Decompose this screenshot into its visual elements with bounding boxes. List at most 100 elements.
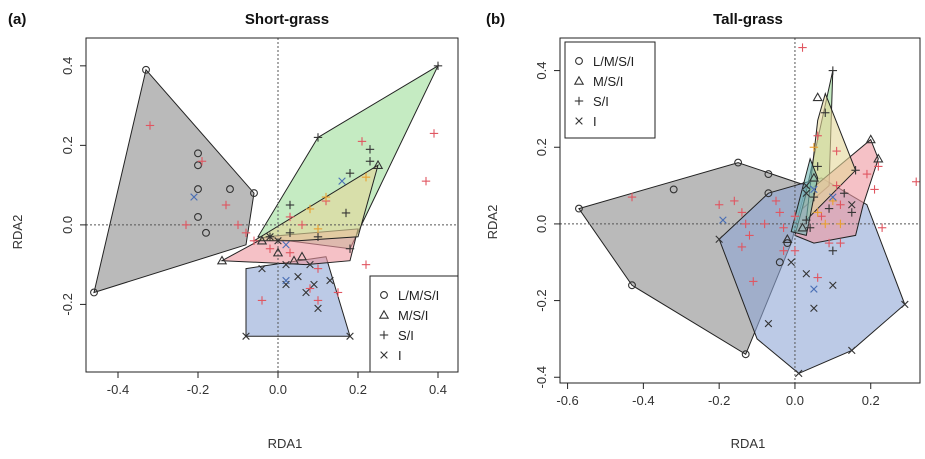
data-point bbox=[790, 246, 800, 255]
data-point bbox=[313, 232, 323, 242]
data-point bbox=[813, 208, 822, 217]
circle-icon bbox=[380, 291, 388, 299]
data-point bbox=[714, 200, 724, 209]
y-tick-label: 0.0 bbox=[60, 216, 75, 234]
data-point bbox=[346, 332, 354, 340]
data-point bbox=[372, 159, 384, 169]
data-point bbox=[824, 204, 834, 213]
legend-a: L/M/S/I M/S/I S/I I bbox=[369, 275, 459, 373]
data-point bbox=[242, 332, 250, 340]
data-point bbox=[313, 264, 323, 273]
data-point bbox=[779, 246, 788, 255]
data-point bbox=[274, 237, 282, 245]
data-point bbox=[798, 43, 807, 52]
data-point bbox=[783, 239, 792, 248]
data-point bbox=[810, 304, 818, 312]
legend-entry: I bbox=[380, 348, 402, 363]
data-point bbox=[810, 185, 818, 194]
data-point bbox=[333, 288, 343, 297]
data-point bbox=[821, 219, 830, 229]
data-point bbox=[194, 185, 202, 194]
legend-label: L/M/S/I bbox=[593, 54, 634, 69]
data-point bbox=[851, 166, 860, 175]
data-point bbox=[821, 108, 830, 117]
data-point bbox=[832, 146, 841, 156]
plus-icon bbox=[379, 330, 389, 340]
x-tick-label: 0.0 bbox=[269, 382, 287, 397]
data-point bbox=[226, 185, 234, 194]
data-point bbox=[874, 162, 883, 171]
data-point bbox=[313, 224, 323, 234]
data-point bbox=[813, 131, 822, 140]
x-tick-label: 0.4 bbox=[429, 382, 447, 397]
data-point bbox=[282, 276, 290, 285]
data-point bbox=[357, 137, 367, 146]
data-point bbox=[285, 200, 295, 210]
data-point bbox=[314, 304, 322, 313]
x-tick-label: -0.2 bbox=[708, 393, 730, 408]
chart-title-b: Tall-grass bbox=[713, 11, 783, 28]
data-point bbox=[870, 185, 879, 194]
data-point bbox=[216, 255, 228, 265]
y-axis-label-a: RDA2 bbox=[10, 215, 25, 250]
data-point bbox=[862, 169, 872, 179]
y-tick-label: -0.2 bbox=[534, 289, 549, 311]
data-point bbox=[828, 246, 838, 255]
data-point bbox=[764, 189, 773, 198]
panel-short-grass: (a) Short-grass RDA1 RDA2 -0.4 -0.2 0.0 0.2… bbox=[8, 11, 459, 451]
data-point bbox=[669, 185, 678, 194]
y-tick-label: -0.4 bbox=[534, 366, 549, 388]
panel-label-b: (b) bbox=[486, 11, 505, 28]
y-tick-label: 0.2 bbox=[534, 138, 549, 156]
data-point bbox=[779, 223, 788, 232]
triangle-icon bbox=[378, 309, 390, 319]
plus-symbol-icon bbox=[379, 330, 389, 340]
data-point bbox=[256, 235, 268, 245]
data-point bbox=[877, 223, 887, 232]
data-point bbox=[361, 172, 371, 182]
legend-label: L/M/S/I bbox=[398, 288, 439, 303]
hull-m-s-i bbox=[252, 164, 379, 242]
data-point bbox=[745, 231, 754, 240]
data-point bbox=[365, 145, 375, 154]
panel-tall-grass: (b) Tall-grass RDA1 RDA2 -0.6 -0.4 -0.2 0.0… bbox=[485, 11, 921, 451]
legend-entry: M/S/I bbox=[573, 74, 623, 89]
data-point bbox=[302, 288, 310, 297]
circle-symbol-icon bbox=[380, 291, 388, 299]
data-point bbox=[197, 157, 207, 166]
plot-frame bbox=[85, 37, 459, 373]
triangle-symbol-icon bbox=[573, 75, 585, 85]
data-point bbox=[802, 215, 811, 225]
data-point bbox=[341, 208, 351, 218]
data-point bbox=[338, 177, 346, 185]
legend-label: M/S/I bbox=[398, 308, 428, 323]
legend-entry: I bbox=[575, 114, 597, 129]
data-point bbox=[194, 212, 202, 221]
data-point bbox=[142, 65, 150, 74]
data-point bbox=[775, 258, 784, 267]
data-point bbox=[832, 181, 841, 190]
data-point bbox=[787, 258, 795, 266]
plus-icon bbox=[574, 96, 584, 106]
chart-title-a: Short-grass bbox=[245, 11, 329, 28]
circle-icon bbox=[575, 57, 583, 65]
data-point bbox=[840, 189, 849, 198]
data-point bbox=[306, 260, 314, 269]
data-point bbox=[574, 204, 583, 213]
plot-area-b: -0.6 -0.4 -0.2 0.0 0.2 -0.4 -0.2 0.0 0.2 0.4 bbox=[534, 37, 921, 408]
plot-frame bbox=[559, 37, 921, 384]
data-point bbox=[365, 157, 375, 166]
x-axis-label-b: RDA1 bbox=[731, 436, 766, 451]
legend-label: M/S/I bbox=[593, 74, 623, 89]
legend-label: S/I bbox=[398, 328, 414, 343]
data-point bbox=[285, 248, 295, 257]
data-point bbox=[345, 168, 355, 178]
data-point bbox=[715, 235, 723, 243]
data-point bbox=[194, 149, 202, 158]
data-point bbox=[824, 238, 834, 248]
y-tick-label: 0.2 bbox=[60, 136, 75, 154]
data-point bbox=[865, 134, 876, 144]
data-point bbox=[288, 255, 300, 265]
data-point bbox=[810, 285, 818, 293]
data-point bbox=[730, 196, 739, 206]
